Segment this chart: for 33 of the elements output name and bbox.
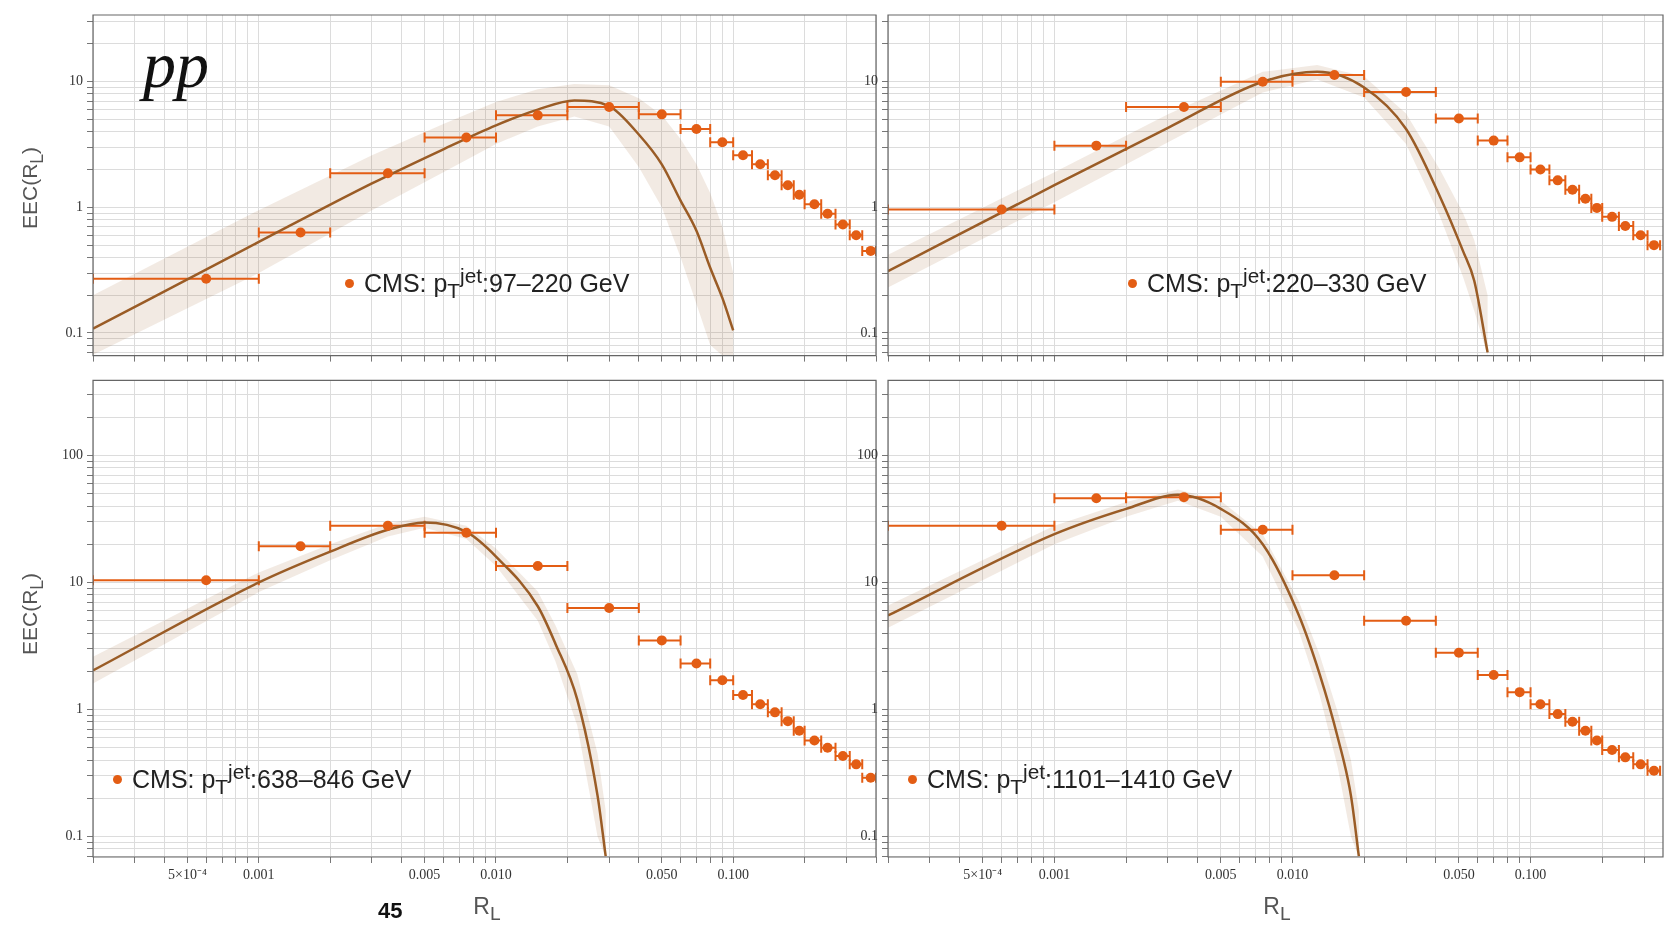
y-tick-label: 10	[864, 73, 878, 89]
x-tick-label: 0.010	[1276, 867, 1309, 883]
text: 45	[378, 898, 403, 924]
y-tick-label: 100	[857, 447, 878, 463]
y-tick-label: 1	[871, 199, 878, 215]
x-tick-label: 0.100	[1514, 867, 1547, 883]
x-tick-label: 5×10⁻⁴	[963, 867, 1003, 883]
y-tick-label: 10	[69, 574, 83, 590]
y-tick-label: 0.1	[65, 828, 83, 844]
x-tick-label: 0.050	[646, 867, 678, 883]
y-tick-label: 0.1	[65, 324, 83, 340]
y-tick-label: 1	[76, 701, 83, 717]
y-tick-label: 10	[864, 574, 878, 590]
legend-label: CMS: p$_{T}$$^{jet}$:97–220 GeV	[364, 263, 630, 303]
y-tick-label: 100	[62, 447, 83, 463]
x-tick-label: 0.010	[480, 867, 512, 883]
x-axis-title: R$_{L}$	[1263, 893, 1291, 925]
legend-label: CMS: p$_{T}$$^{jet}$:1101–1410 GeV	[927, 759, 1233, 799]
y-tick-label: 10	[69, 73, 83, 89]
y-tick-label: 1	[76, 199, 83, 215]
y-tick-label: 0.1	[860, 324, 878, 340]
x-tick-label: 0.100	[717, 867, 749, 883]
x-tick-label: 0.050	[1443, 867, 1475, 883]
x-tick-label: 5×10⁻⁴	[168, 867, 207, 883]
x-tick-label: 0.001	[243, 867, 275, 883]
x-axis-title: R$_{L}$	[473, 893, 501, 925]
x-tick-label: 0.005	[408, 867, 441, 883]
legend-label: CMS: p$_{T}$$^{jet}$:638–846 GeV	[132, 759, 412, 799]
y-tick-label: 0.1	[860, 828, 878, 844]
legend-label: CMS: p$_{T}$$^{jet}$:220–330 GeV	[1147, 263, 1427, 303]
x-tick-label: 0.001	[1038, 867, 1071, 883]
x-tick-label: 0.005	[1205, 867, 1237, 883]
y-tick-label: 1	[871, 701, 878, 717]
